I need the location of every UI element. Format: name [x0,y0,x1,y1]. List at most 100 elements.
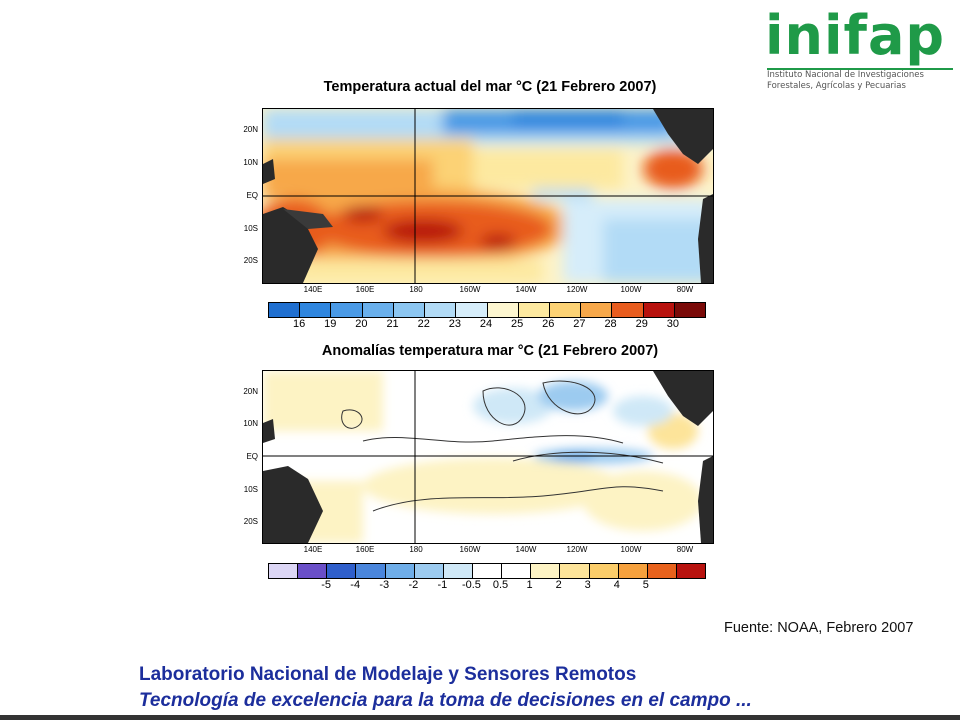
logo-wordmark: inifap [765,4,946,67]
bottom-colorbar-tick: -4 [350,579,361,591]
bottom-lat-label: 20N [243,387,258,396]
bottom-colorbar-tick: -3 [379,579,390,591]
bottom-colorbar-swatch [531,564,561,578]
top-colorbar-swatch [362,303,394,317]
bottom-colorbar-swatch [618,564,648,578]
top-lon-label: 100W [620,285,642,294]
top-colorbar-tick: 20 [355,318,368,330]
top-colorbar-swatch [612,303,644,317]
bottom-lat-label: 10S [243,485,258,494]
top-colorbar-tick: 28 [604,318,617,330]
bottom-lon-label: 140E [303,545,323,554]
bottom-lat-label: EQ [246,452,258,461]
top-colorbar-swatch [643,303,675,317]
footer-lab-name: Laboratorio Nacional de Modelaje y Senso… [139,664,637,685]
top-lat-label: 10S [243,224,258,233]
bottom-colorbar-tick: 4 [613,579,620,591]
top-colorbar-swatch [300,303,332,317]
bottom-colorbar-swatch [472,564,503,578]
top-colorbar-swatch [674,303,706,317]
top-colorbar-swatch [269,303,301,317]
top-lat-label: 20N [243,125,258,134]
sst-anomaly-map-graphic [263,371,713,543]
sst-map-graphic [263,109,713,283]
footer-tagline: Tecnología de excelencia para la toma de… [139,690,752,711]
top-lon-label: 160E [355,285,375,294]
top-colorbar-tick: 21 [386,318,399,330]
bottom-colorbar-labels: -5 -4 -3 -2 -1 -0.5 0.5 1 2 3 4 5 [268,579,704,593]
logo-subtitle-line1: Instituto Nacional de Investigaciones [767,70,924,80]
bottom-colorbar-swatch [560,564,590,578]
bottom-colorbar-tick: -5 [321,579,332,591]
logo-subtitle-line2: Forestales, Agrícolas y Pecuarias [767,81,906,91]
top-colorbar-tick: 27 [573,318,586,330]
bottom-colorbar [268,563,706,579]
bottom-colorbar-swatch [385,564,415,578]
bottom-lat-label: 20S [243,517,258,526]
bottom-lon-label: 160E [355,545,375,554]
bottom-colorbar-swatch [676,564,706,578]
sst-map [262,108,714,284]
bottom-lon-label: 140W [515,545,537,554]
bottom-lon-label: 180 [409,545,423,554]
logo-rule [767,68,953,70]
bottom-colorbar-swatch [589,564,619,578]
bottom-colorbar-tick: -0.5 [461,579,481,591]
bottom-colorbar-swatch [502,564,532,578]
bottom-colorbar-swatch [327,564,357,578]
top-colorbar-swatch [581,303,613,317]
top-colorbar-tick: 19 [324,318,337,330]
top-colorbar-tick: 30 [666,318,679,330]
bottom-map-title: Anomalías temperatura mar °C (21 Febrero… [321,343,659,359]
data-source: Fuente: NOAA, Febrero 2007 [724,620,914,636]
top-colorbar-tick: 29 [635,318,648,330]
top-colorbar-tick: 22 [417,318,430,330]
bottom-colorbar-swatch [298,564,328,578]
top-colorbar-labels: 16 19 20 21 22 23 24 25 26 27 28 29 30 [268,318,704,332]
bottom-colorbar-swatch [356,564,386,578]
top-lon-label: 80W [676,285,694,294]
bottom-colorbar-tick: 2 [555,579,562,591]
sst-anomaly-map [262,370,714,544]
bottom-colorbar-tick: 0.5 [492,579,509,591]
top-lat-label: EQ [246,191,258,200]
bottom-colorbar-tick: -2 [408,579,419,591]
bottom-colorbar-tick: 5 [642,579,649,591]
top-map-title: Temperatura actual del mar °C (21 Febrer… [323,79,657,95]
bottom-lon-label: 100W [620,545,642,554]
bottom-colorbar-swatch [647,564,677,578]
bottom-rule [0,715,960,720]
top-colorbar-tick: 25 [511,318,524,330]
bottom-colorbar-swatch [414,564,444,578]
top-lon-label: 120W [566,285,588,294]
top-colorbar-swatch [331,303,363,317]
top-lat-label: 20S [243,256,258,265]
top-lon-label: 140W [515,285,537,294]
top-colorbar-tick: 26 [542,318,555,330]
bottom-colorbar-tick: 1 [526,579,533,591]
top-colorbar-tick: 16 [293,318,306,330]
logo-subtitle: Instituto Nacional de Investigaciones Fo… [767,70,957,92]
top-colorbar-tick: 23 [448,318,461,330]
top-lon-label: 180 [409,285,423,294]
top-lon-label: 160W [459,285,481,294]
bottom-colorbar-tick: -1 [437,579,448,591]
top-colorbar-swatch [393,303,426,317]
top-colorbar [268,302,706,318]
top-lat-label: 10N [243,158,258,167]
bottom-colorbar-tick: 3 [584,579,591,591]
top-colorbar-swatch [518,303,550,317]
top-colorbar-swatch [487,303,519,317]
top-lon-label: 140E [303,285,323,294]
bottom-lon-label: 120W [566,545,588,554]
top-colorbar-swatch [425,303,457,317]
bottom-lon-label: 160W [459,545,481,554]
top-colorbar-tick: 24 [479,318,493,330]
bottom-colorbar-swatch [443,564,473,578]
top-colorbar-swatch [549,303,582,317]
inifap-logo: inifap Instituto Nacional de Investigaci… [765,6,955,98]
bottom-colorbar-swatch [269,564,299,578]
bottom-lon-label: 80W [676,545,694,554]
bottom-lat-label: 10N [243,419,258,428]
top-colorbar-swatch [456,303,488,317]
